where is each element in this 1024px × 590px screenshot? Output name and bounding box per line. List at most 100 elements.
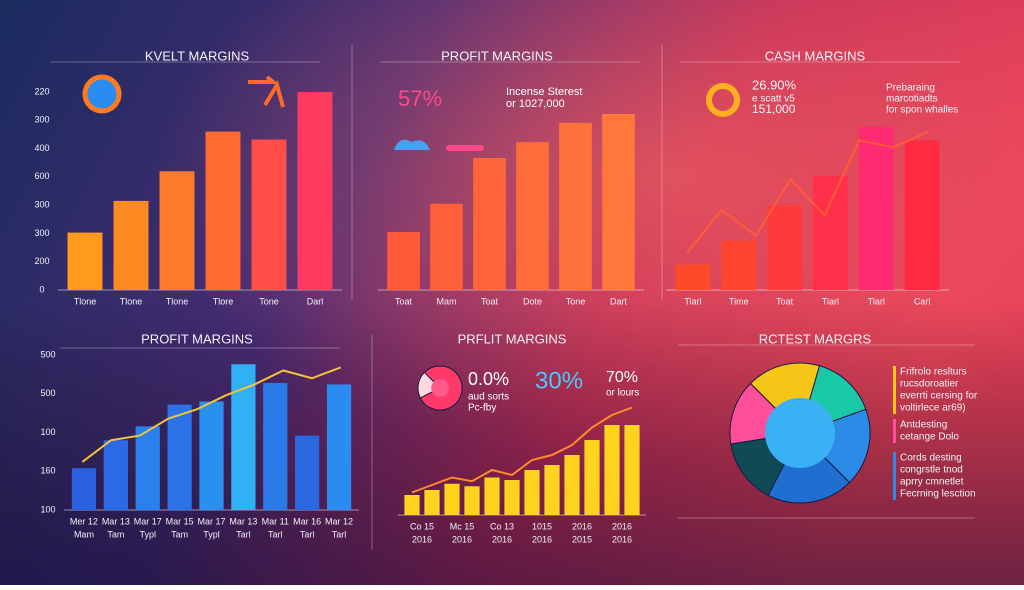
chart-title: PRFLIT MARGINS bbox=[458, 331, 567, 346]
annotation: 26.90% bbox=[752, 77, 797, 92]
x-tick-label: Dote bbox=[523, 296, 542, 306]
bar bbox=[524, 470, 540, 515]
donut-hole bbox=[765, 398, 835, 468]
slice bbox=[417, 371, 441, 399]
y-tick-label: 500 bbox=[40, 388, 55, 398]
x-tick-sublabel: Tam bbox=[171, 529, 188, 539]
x-tick-label: Toat bbox=[481, 296, 499, 306]
x-tick-sublabel: 2016 bbox=[492, 534, 512, 544]
bar bbox=[544, 465, 560, 515]
annotation: or lours bbox=[606, 388, 639, 399]
bar bbox=[387, 231, 420, 290]
y-tick-label: 300 bbox=[34, 115, 49, 125]
annotation: 70% bbox=[606, 369, 638, 386]
x-tick-sublabel: Tarl bbox=[332, 529, 347, 539]
slice bbox=[767, 432, 851, 504]
x-tick-label: Mer 12 bbox=[70, 516, 98, 526]
note-marker bbox=[893, 452, 896, 500]
x-tick-label: Co 15 bbox=[410, 521, 434, 531]
bar bbox=[251, 139, 287, 290]
bar bbox=[103, 440, 128, 510]
line bbox=[81, 366, 342, 463]
bar bbox=[464, 486, 480, 515]
x-tick-label: 1015 bbox=[532, 521, 552, 531]
bar bbox=[484, 477, 500, 515]
bar bbox=[263, 382, 288, 510]
y-tick-label: 200 bbox=[34, 256, 49, 266]
x-tick-label: Mar 16 bbox=[293, 516, 321, 526]
x-tick-label: Mar 17 bbox=[134, 516, 162, 526]
x-tick-label: Dart bbox=[610, 296, 628, 306]
x-tick-sublabel: 2016 bbox=[612, 534, 632, 544]
bar bbox=[326, 384, 352, 510]
chart-title: CASH MARGINS bbox=[765, 48, 866, 63]
arrow-icon bbox=[248, 75, 285, 108]
chart-title: PROFIT MARGINS bbox=[141, 331, 253, 346]
x-tick-label: Mar 17 bbox=[197, 516, 225, 526]
y-tick-label: 600 bbox=[34, 171, 49, 181]
x-tick-sublabel: Tarl bbox=[236, 529, 251, 539]
annotation: 0.0% bbox=[468, 369, 509, 389]
note: aprry cmnetlet bbox=[900, 477, 964, 488]
x-tick-label: Tone bbox=[259, 296, 279, 306]
annotation: aud sorts bbox=[468, 392, 509, 403]
x-tick-label: Mar 11 bbox=[262, 516, 289, 526]
note: Frifrolo reslturs bbox=[900, 367, 967, 378]
y-tick-label: 0 bbox=[39, 284, 44, 294]
annotation: Incense Sterest bbox=[506, 86, 582, 98]
bar bbox=[721, 240, 757, 290]
x-tick-label: Time bbox=[729, 296, 749, 306]
x-tick-label: Carl bbox=[914, 296, 931, 306]
bar bbox=[604, 425, 620, 515]
x-tick-label: Tiarl bbox=[822, 296, 839, 306]
bar bbox=[297, 92, 333, 290]
x-tick-label: Co 13 bbox=[490, 521, 514, 531]
annotation: marcotiadts bbox=[886, 94, 938, 105]
x-tick-label: Tiarl bbox=[684, 296, 701, 306]
x-tick-sublabel: 2016 bbox=[412, 534, 432, 544]
note: cetange Dolo bbox=[900, 432, 959, 443]
bar bbox=[473, 158, 506, 290]
annotation: 57% bbox=[398, 86, 442, 111]
y-tick-label: 220 bbox=[34, 86, 49, 96]
annotation: 151,000 bbox=[752, 102, 796, 116]
x-tick-label: Mar 13 bbox=[229, 516, 257, 526]
dividers bbox=[50, 45, 975, 550]
bar bbox=[135, 426, 160, 510]
y-tick-label: 400 bbox=[34, 143, 49, 153]
bar bbox=[199, 401, 224, 510]
x-tick-sublabel: Tam bbox=[107, 529, 124, 539]
x-tick-sublabel: 2016 bbox=[532, 534, 552, 544]
x-tick-label: 2016 bbox=[612, 521, 632, 531]
note-marker bbox=[893, 366, 896, 414]
bar bbox=[424, 490, 440, 515]
bar bbox=[404, 495, 420, 515]
x-tick-label: 2016 bbox=[572, 521, 592, 531]
note: congrstle tnod bbox=[900, 465, 963, 476]
bar bbox=[295, 435, 320, 510]
cloud-icon bbox=[394, 139, 430, 150]
x-tick-sublabel: Tarl bbox=[268, 529, 283, 539]
annotation: or 1027,000 bbox=[506, 98, 565, 110]
note: rucsdoroatier bbox=[900, 379, 959, 390]
bar bbox=[113, 200, 149, 290]
note: Antdesting bbox=[900, 420, 947, 431]
bar bbox=[904, 140, 940, 290]
x-tick-sublabel: Typl bbox=[203, 529, 220, 539]
x-tick-label: Tiarl bbox=[868, 296, 885, 306]
note: Cords desting bbox=[900, 453, 962, 464]
note: Fecrning lesction bbox=[900, 489, 976, 500]
y-tick-label: 100 bbox=[40, 427, 55, 437]
x-tick-sublabel: Mam bbox=[74, 529, 94, 539]
x-tick-label: Tlone bbox=[74, 296, 97, 306]
annotation: Pc-fby bbox=[468, 403, 496, 414]
bar bbox=[624, 425, 640, 515]
annotation: 30% bbox=[535, 367, 583, 394]
note: voltirlece ar69) bbox=[900, 403, 966, 414]
bar bbox=[675, 264, 711, 290]
bar bbox=[430, 203, 463, 290]
y-tick-label: 100 bbox=[40, 504, 55, 514]
bar bbox=[584, 440, 600, 515]
